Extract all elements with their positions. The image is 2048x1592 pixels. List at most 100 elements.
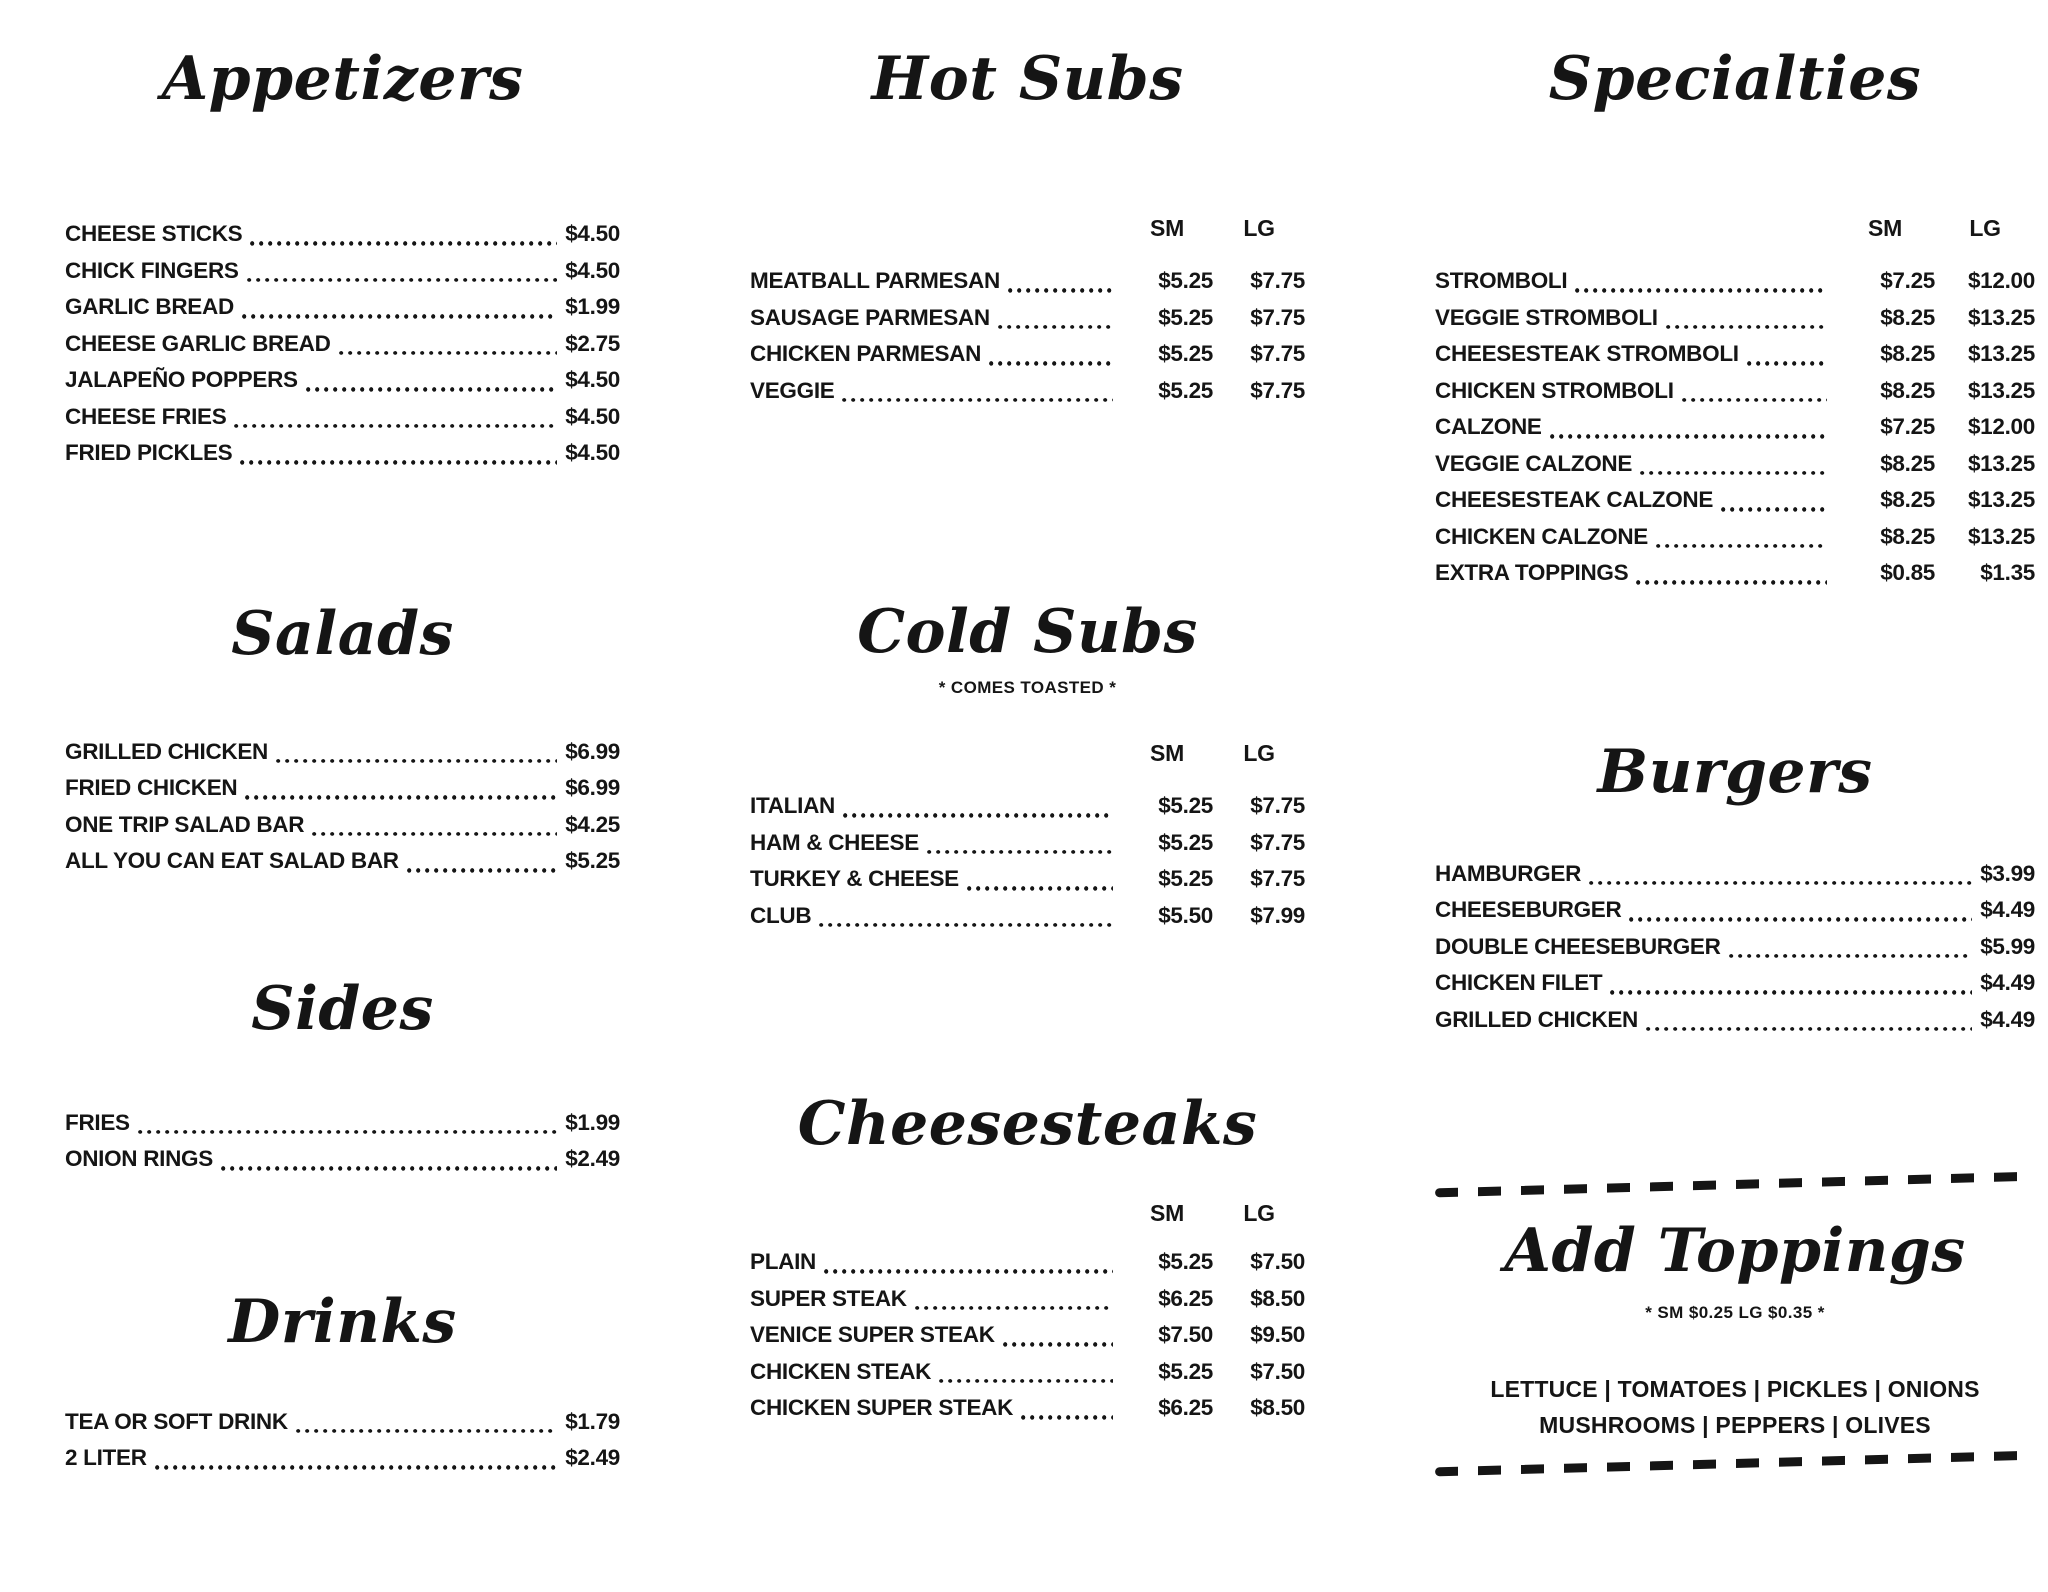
dotted-leader bbox=[1002, 1342, 1113, 1347]
item-name: CHEESEBURGER bbox=[1435, 897, 1622, 923]
specialties-item-list: STROMBOLI $7.25 $12.00 VEGGIE STROMBOLI $8.2… bbox=[1435, 263, 2035, 592]
toppings-line-1: LETTUCE | TOMATOES | PICKLES | ONIONS bbox=[1490, 1376, 1980, 1402]
item-name: FRIED PICKLES bbox=[65, 440, 233, 466]
item-name: CHICKEN SUPER STEAK bbox=[750, 1395, 1014, 1421]
item-price: $4.50 bbox=[565, 403, 620, 429]
item-price: $4.50 bbox=[565, 440, 620, 466]
item-name: VEGGIE STROMBOLI bbox=[1435, 304, 1658, 330]
menu-item-row: 2 LITER $2.49 bbox=[65, 1440, 620, 1477]
item-price-lg: $13.25 bbox=[1967, 523, 2035, 549]
item-price-lg: $13.25 bbox=[1967, 450, 2035, 476]
item-name: VENICE SUPER STEAK bbox=[750, 1322, 995, 1348]
item-price: $4.50 bbox=[565, 257, 620, 283]
appetizers-item-list: CHEESE STICKS $4.50 CHICK FINGERS $4.50 GARL… bbox=[65, 216, 620, 472]
toppings-line-2: MUSHROOMS | PEPPERS | OLIVES bbox=[1539, 1412, 1931, 1438]
burgers-item-list: HAMBURGER $3.99 CHEESEBURGER $4.49 DOUBLE CH… bbox=[1435, 856, 2035, 1039]
item-name: CHEESE STICKS bbox=[65, 221, 243, 247]
dotted-leader bbox=[154, 1465, 558, 1470]
size-header-lg: LG bbox=[1969, 214, 2001, 241]
menu-item-row: PLAIN $5.25 $7.50 bbox=[750, 1244, 1305, 1281]
size-header-lg: LG bbox=[1243, 214, 1275, 241]
menu-item-row: CHEESE STICKS $4.50 bbox=[65, 216, 620, 253]
menu-column-left: Appetizers CHEESE STICKS $4.50 CHICK FINGE… bbox=[65, 0, 620, 1477]
item-price-sm: $5.25 bbox=[1158, 829, 1213, 855]
item-price-lg: $12.00 bbox=[1967, 414, 2035, 440]
dotted-leader bbox=[137, 1129, 558, 1134]
section-appetizers: Appetizers CHEESE STICKS $4.50 CHICK FINGE… bbox=[65, 45, 620, 472]
section-heading-salads: Salads bbox=[231, 598, 454, 669]
dotted-leader bbox=[966, 886, 1113, 891]
hot-subs-item-list: MEATBALL PARMESAN $5.25 $7.75 SAUSAGE PARME… bbox=[750, 263, 1305, 409]
section-heading-appetizers: Appetizers bbox=[161, 44, 524, 114]
item-price-sm: $8.25 bbox=[1880, 523, 1935, 549]
dotted-leader bbox=[1549, 434, 1827, 439]
item-price-lg: $7.75 bbox=[1250, 793, 1305, 819]
item-name: HAM & CHEESE bbox=[750, 829, 919, 855]
item-price-sm: $5.25 bbox=[1158, 1358, 1213, 1384]
item-name: 2 LITER bbox=[65, 1445, 147, 1471]
dotted-leader bbox=[295, 1428, 558, 1433]
section-cheesesteaks: Cheesesteaks SM LG PLAIN $5.25 $7.50 SUPER … bbox=[750, 1090, 1305, 1427]
dotted-leader bbox=[250, 241, 558, 246]
dotted-leader bbox=[1575, 288, 1827, 293]
menu-item-row: ALL YOU CAN EAT SALAD BAR $5.25 bbox=[65, 843, 620, 880]
item-price-lg: $7.75 bbox=[1250, 377, 1305, 403]
dotted-leader bbox=[312, 831, 558, 836]
menu-item-row: ONE TRIP SALAD BAR $4.25 bbox=[65, 807, 620, 844]
size-header-sm: SM bbox=[1150, 1199, 1184, 1226]
menu-item-row: JALAPEÑO POPPERS $4.50 bbox=[65, 362, 620, 399]
item-price: $4.49 bbox=[1980, 897, 2035, 923]
menu-item-row: HAM & CHEESE $5.25 $7.75 bbox=[750, 825, 1305, 862]
cold-subs-note: * COMES TOASTED * bbox=[938, 678, 1117, 697]
item-name: FRIES bbox=[65, 1109, 130, 1135]
menu-item-row: ITALIAN $5.25 $7.75 bbox=[750, 788, 1305, 825]
item-name: GARLIC BREAD bbox=[65, 294, 234, 320]
size-header-lg: LG bbox=[1243, 1199, 1275, 1226]
item-name: ONION RINGS bbox=[65, 1146, 213, 1172]
item-price-lg: $13.25 bbox=[1967, 487, 2035, 513]
menu-item-row: CHICK FINGERS $4.50 bbox=[65, 253, 620, 290]
cold-subs-item-list: ITALIAN $5.25 $7.75 HAM & CHEESE $5.25 $7.75 T… bbox=[750, 788, 1305, 934]
item-price: $4.50 bbox=[565, 367, 620, 393]
dotted-leader bbox=[819, 922, 1113, 927]
menu-item-row: TEA OR SOFT DRINK $1.79 bbox=[65, 1404, 620, 1441]
item-name: MEATBALL PARMESAN bbox=[750, 268, 1000, 294]
price-size-header: SM LG bbox=[750, 213, 1305, 243]
price-size-header: SM LG bbox=[1435, 213, 2035, 243]
item-name: VEGGIE bbox=[750, 377, 835, 403]
item-name: ONE TRIP SALAD BAR bbox=[65, 811, 305, 837]
menu-item-row: STROMBOLI $7.25 $12.00 bbox=[1435, 263, 2035, 300]
item-price-lg: $13.25 bbox=[1967, 304, 2035, 330]
item-name: EXTRA TOPPINGS bbox=[1435, 560, 1629, 586]
item-name: CHICKEN STEAK bbox=[750, 1358, 932, 1384]
section-heading-cheesesteaks: Cheesesteaks bbox=[797, 1089, 1258, 1159]
section-heading-sides: Sides bbox=[251, 973, 434, 1044]
menu-item-row: VENICE SUPER STEAK $7.50 $9.50 bbox=[750, 1317, 1305, 1354]
item-price-lg: $8.50 bbox=[1250, 1285, 1305, 1311]
item-price: $4.50 bbox=[565, 221, 620, 247]
item-name: SAUSAGE PARMESAN bbox=[750, 304, 990, 330]
dashed-divider-bottom bbox=[1434, 1450, 2036, 1477]
section-add-toppings: Add Toppings * SM $0.25 LG $0.35 * LETTU… bbox=[1434, 1171, 2036, 1477]
item-name: JALAPEÑO POPPERS bbox=[65, 367, 298, 393]
drinks-item-list: TEA OR SOFT DRINK $1.79 2 LITER $2.49 bbox=[65, 1404, 620, 1477]
item-price: $4.49 bbox=[1980, 1006, 2035, 1032]
menu-item-row: CHICKEN PARMESAN $5.25 $7.75 bbox=[750, 336, 1305, 373]
dotted-leader bbox=[234, 423, 558, 428]
item-name: CHEESESTEAK CALZONE bbox=[1435, 487, 1714, 513]
item-price-lg: $7.75 bbox=[1250, 268, 1305, 294]
dotted-leader bbox=[220, 1166, 558, 1171]
dotted-leader bbox=[1610, 990, 1973, 995]
item-name: TURKEY & CHEESE bbox=[750, 866, 959, 892]
item-name: CHICKEN CALZONE bbox=[1435, 523, 1648, 549]
sides-item-list: FRIES $1.99 ONION RINGS $2.49 bbox=[65, 1105, 620, 1178]
item-price-lg: $12.00 bbox=[1967, 268, 2035, 294]
menu-item-row: CHICKEN CALZONE $8.25 $13.25 bbox=[1435, 519, 2035, 556]
item-name: CHICK FINGERS bbox=[65, 257, 239, 283]
item-price: $1.99 bbox=[565, 1109, 620, 1135]
menu-item-row: DOUBLE CHEESEBURGER $5.99 bbox=[1435, 929, 2035, 966]
dotted-leader bbox=[1589, 880, 1973, 885]
size-header-sm: SM bbox=[1150, 739, 1184, 766]
dotted-leader bbox=[1021, 1415, 1113, 1420]
item-price: $5.25 bbox=[565, 848, 620, 874]
